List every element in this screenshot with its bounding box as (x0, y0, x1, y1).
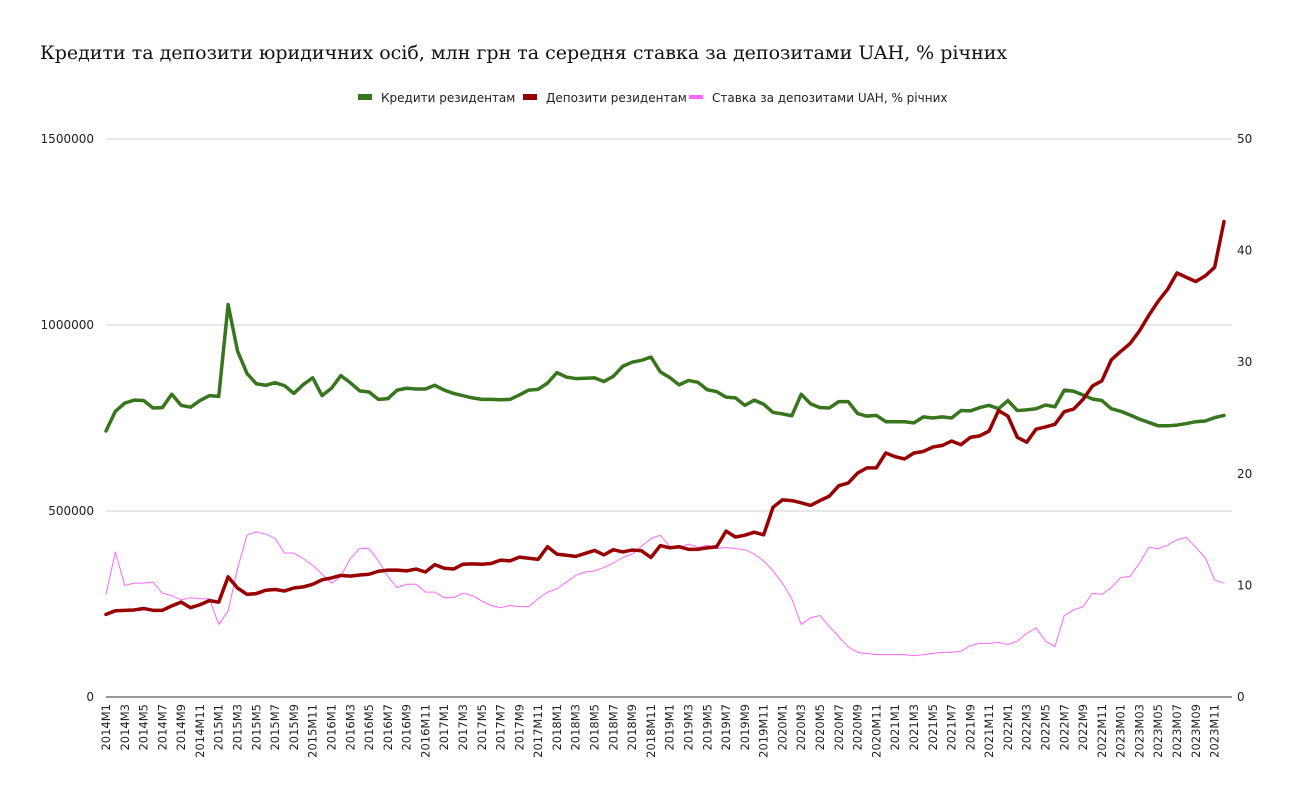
x-tick-label: 2022M9 (1076, 704, 1090, 751)
x-tick-label: 2023M07 (1170, 704, 1184, 758)
x-tick-label: 2019M9 (738, 704, 752, 751)
legend-label-deposits: Депозити резидентам (546, 91, 687, 105)
x-tick-label: 2014M1 (99, 704, 113, 751)
x-tick-label: 2014M7 (155, 704, 169, 751)
x-tick-label: 2016M9 (400, 704, 414, 751)
x-tick-label: 2014M5 (137, 704, 151, 751)
x-tick-label: 2016M7 (381, 704, 395, 751)
x-tick-label: 2020M5 (813, 704, 827, 751)
x-tick-label: 2022M3 (1020, 704, 1034, 751)
x-tick-label: 2022M7 (1057, 704, 1071, 751)
x-tick-label: 2019M5 (700, 704, 714, 751)
x-tick-label: 2021M1 (888, 704, 902, 751)
x-tick-label: 2023M05 (1151, 704, 1165, 758)
gridlines (106, 138, 1232, 698)
x-tick-label: 2017M3 (456, 704, 470, 751)
series-line-deposits (104, 219, 1226, 617)
legend-swatch-credits (358, 94, 372, 100)
x-tick-label: 2020M9 (851, 704, 865, 751)
legend-label-rate: Ставка за депозитами UAH, % річних (712, 91, 947, 105)
x-tick-label: 2016M5 (362, 704, 376, 751)
legend-swatch-deposits (523, 94, 537, 100)
legend: Кредити резидентам Депозити резидентам С… (358, 91, 947, 105)
x-tick-label: 2017M9 (512, 704, 526, 751)
series-line-rate (105, 531, 1225, 657)
x-tick-label: 2022M1 (1001, 704, 1015, 751)
y-right-tick-label: 30 (1237, 355, 1252, 369)
x-tick-label: 2014M9 (174, 704, 188, 751)
y-right-tick-label: 20 (1237, 467, 1252, 481)
x-tick-label: 2018M9 (625, 704, 639, 751)
x-tick-label: 2017M7 (494, 704, 508, 751)
y-left-tick-label: 1000000 (41, 318, 94, 332)
x-tick-label: 2019M3 (681, 704, 695, 751)
y-left-tick-label: 0 (86, 690, 94, 704)
chart-title: Кредити та депозити юридичних осіб, млн … (40, 42, 1007, 64)
x-tick-label: 2015M3 (231, 704, 245, 751)
x-tick-label: 2018M1 (550, 704, 564, 751)
x-tick-label: 2015M1 (212, 704, 226, 751)
x-tick-label: 2021M5 (926, 704, 940, 751)
x-tick-label: 2017M1 (437, 704, 451, 751)
x-tick-label: 2020M7 (832, 704, 846, 751)
x-tick-label: 2016M11 (418, 704, 432, 758)
x-tick-label: 2020M1 (775, 704, 789, 751)
y-left-tick-label: 500000 (48, 504, 94, 518)
y-axis-left: 0 500000 1000000 1500000 (41, 132, 94, 704)
x-tick-label: 2019M7 (719, 704, 733, 751)
x-tick-label: 2023M03 (1132, 704, 1146, 758)
y-right-tick-label: 50 (1237, 132, 1252, 146)
x-tick-label: 2023M01 (1114, 704, 1128, 758)
x-tick-label: 2019M11 (757, 704, 771, 758)
x-tick-label: 2017M5 (475, 704, 489, 751)
x-tick-label: 2021M7 (945, 704, 959, 751)
x-tick-label: 2018M7 (606, 704, 620, 751)
x-tick-label: 2018M5 (588, 704, 602, 751)
x-tick-label: 2014M11 (193, 704, 207, 758)
x-tick-label: 2015M11 (306, 704, 320, 758)
series-layer (104, 219, 1226, 657)
x-tick-label: 2021M3 (907, 704, 921, 751)
legend-label-credits: Кредити резидентам (381, 91, 515, 105)
legend-swatch-rate (689, 95, 703, 99)
x-tick-label: 2021M9 (963, 704, 977, 751)
x-tick-label: 2022M5 (1038, 704, 1052, 751)
x-tick-label: 2019M1 (663, 704, 677, 751)
x-tick-label: 2014M3 (118, 704, 132, 751)
x-tick-label: 2020M11 (869, 704, 883, 758)
x-tick-label: 2016M1 (324, 704, 338, 751)
y-left-tick-label: 1500000 (41, 132, 94, 146)
x-tick-label: 2018M3 (569, 704, 583, 751)
x-tick-label: 2023M09 (1189, 704, 1203, 758)
x-tick-label: 2017M11 (531, 704, 545, 758)
x-tick-label: 2018M11 (644, 704, 658, 758)
x-tick-label: 2020M3 (794, 704, 808, 751)
y-right-tick-label: 0 (1237, 690, 1245, 704)
x-tick-label: 2021M11 (982, 704, 996, 758)
y-right-tick-label: 40 (1237, 244, 1252, 258)
x-tick-label: 2016M3 (343, 704, 357, 751)
x-axis: 2014M1 2014M3 2014M5 2014M7 2014M9 2014M11 201… (99, 704, 1222, 758)
y-axis-right: 0 10 20 30 40 50 (1237, 132, 1252, 704)
x-tick-label: 2015M7 (268, 704, 282, 751)
series-line-credits (104, 302, 1226, 433)
y-right-tick-label: 10 (1237, 578, 1252, 592)
x-tick-label: 2022M11 (1095, 704, 1109, 758)
x-tick-label: 2023M11 (1208, 704, 1222, 758)
x-tick-label: 2015M5 (249, 704, 263, 751)
x-tick-label: 2015M9 (287, 704, 301, 751)
